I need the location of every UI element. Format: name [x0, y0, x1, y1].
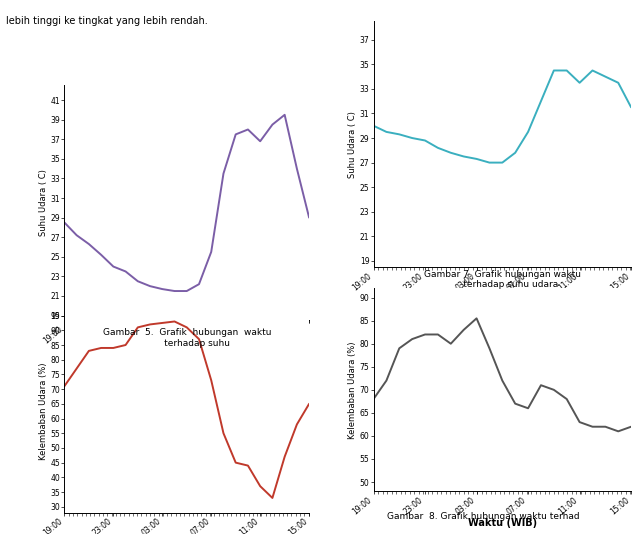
- Text: Gambar  5.  Grafik  hubungan  waktu
       terhadap suhu: Gambar 5. Grafik hubungan waktu terhadap…: [102, 328, 271, 348]
- Y-axis label: Suhu Udara ( C): Suhu Udara ( C): [348, 111, 357, 178]
- Y-axis label: Kelembaban Udara (%): Kelembaban Udara (%): [348, 341, 357, 438]
- X-axis label: Waktu (WIB): Waktu (WIB): [468, 518, 537, 528]
- X-axis label: Waktu (WIB): Waktu (WIB): [152, 347, 222, 357]
- Y-axis label: Suhu Udara ( C): Suhu Udara ( C): [39, 169, 48, 237]
- X-axis label: Waktu (WIB): Waktu (WIB): [468, 294, 537, 304]
- Text: lebih tinggi ke tingkat yang lebih rendah.: lebih tinggi ke tingkat yang lebih renda…: [6, 16, 208, 26]
- Text: Gambar  8. Grafik hubungan waktu terhad: Gambar 8. Grafik hubungan waktu terhad: [386, 512, 580, 521]
- Text: Gambar 7. Grafik hubungan waktu
      terhadap suhu udara: Gambar 7. Grafik hubungan waktu terhadap…: [424, 270, 581, 289]
- Y-axis label: Kelembaban Udara (%): Kelembaban Udara (%): [39, 363, 48, 460]
